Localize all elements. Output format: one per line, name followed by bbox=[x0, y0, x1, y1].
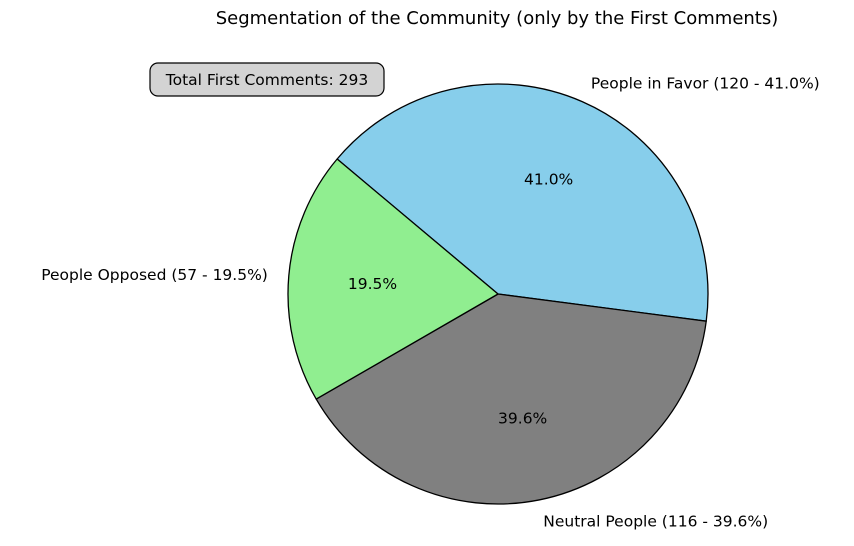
annotation-box bbox=[149, 62, 385, 97]
pie-slice-1 bbox=[336, 83, 709, 322]
pie-slice-2 bbox=[315, 293, 707, 505]
total-annotation: Total First Comments: 293 bbox=[149, 62, 385, 97]
annotation-text: Total First Comments: 293 bbox=[165, 71, 368, 89]
pie-slice-label-1: People in Favor (120 - 41.0%) bbox=[591, 75, 820, 93]
pie-slice-label-2: Neutral People (116 - 39.6%) bbox=[543, 513, 768, 531]
pie-percent-label-1: 41.0% bbox=[524, 171, 573, 189]
pie-labels: 41.0% People in Favor (120 - 41.0%) 39.6% N… bbox=[41, 75, 820, 531]
pie-percent-label-3: 19.5% bbox=[348, 275, 397, 293]
pie-slice-3 bbox=[287, 158, 499, 400]
pie-percent-label-2: 39.6% bbox=[498, 410, 547, 428]
pie-slices bbox=[287, 83, 709, 505]
pie-slice-label-3: People Opposed (57 - 19.5%) bbox=[41, 266, 268, 284]
chart-title: Segmentation of the Community (only by t… bbox=[216, 8, 779, 29]
